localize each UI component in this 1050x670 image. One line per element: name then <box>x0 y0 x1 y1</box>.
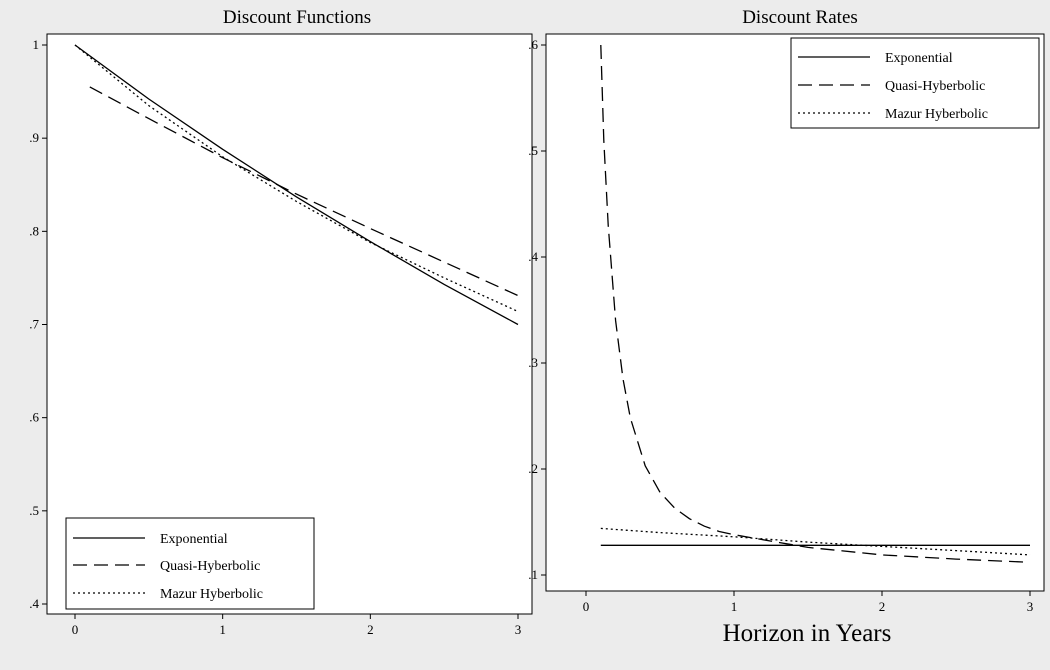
legend-box <box>790 37 1040 129</box>
discount-rates-title: Discount Rates <box>742 7 858 28</box>
series-line-exponential <box>74 44 519 326</box>
y-tick-label: .4 <box>29 596 39 611</box>
legend-box <box>65 517 315 610</box>
series-line-quasi-hyberbolic <box>600 44 1031 563</box>
series-line-mazur-hyberbolic <box>600 527 1031 556</box>
legend-label-quasi-hyberbolic: Quasi-Hyberbolic <box>160 559 260 574</box>
discount-functions-legend: Exponential Quasi-Hyberbolic Mazur Hyber… <box>65 517 315 610</box>
discount-rates-axes: .1 .2 .3 .4 .5 .6 0 1 2 3 <box>528 37 1033 614</box>
discount-rates-lines <box>600 44 1031 563</box>
y-tick-label: .5 <box>528 143 538 158</box>
discount-functions-axes: .4 .5 .6 .7 .8 .9 1 0 1 2 3 <box>29 37 521 637</box>
series-line-quasi-hyberbolic <box>89 86 519 297</box>
x-tick-label: 0 <box>583 599 590 614</box>
series-line-mazur-hyberbolic <box>74 44 519 313</box>
y-tick-label: .4 <box>528 249 538 264</box>
legend-label-mazur-hyberbolic: Mazur Hyberbolic <box>160 587 263 602</box>
y-tick-label: .5 <box>29 503 39 518</box>
discount-functions-lines <box>74 44 519 326</box>
x-tick-label: 2 <box>879 599 886 614</box>
x-tick-label: 1 <box>731 599 738 614</box>
y-tick-label: .9 <box>29 130 39 145</box>
x-tick-label: 2 <box>367 622 374 637</box>
x-tick-label: 3 <box>1027 599 1034 614</box>
legend-label-quasi-hyberbolic: Quasi-Hyberbolic <box>885 79 985 94</box>
discount-functions-plot-area <box>46 33 533 615</box>
x-tick-label: 3 <box>515 622 522 637</box>
y-tick-label: .3 <box>528 355 538 370</box>
y-tick-label: .8 <box>29 223 39 238</box>
y-tick-label: .7 <box>29 317 39 332</box>
discount-functions-panel: Discount Functions .4 .5 .6 .7 .8 .9 1 0 1 2 3 Exp… <box>29 7 533 637</box>
y-tick-label: .6 <box>29 410 39 425</box>
y-tick-label: .6 <box>528 37 538 52</box>
legend-label-mazur-hyberbolic: Mazur Hyberbolic <box>885 107 988 122</box>
legend-label-exponential: Exponential <box>160 532 228 547</box>
y-tick-label: .2 <box>528 461 538 476</box>
discount-rates-xlabel: Horizon in Years <box>723 620 892 647</box>
legend-label-exponential: Exponential <box>885 51 953 66</box>
discount-rates-panel: Discount Rates .1 .2 .3 .4 .5 .6 0 1 2 3 Horizon … <box>528 7 1045 647</box>
y-tick-label: 1 <box>33 37 40 52</box>
y-tick-label: .1 <box>528 567 538 582</box>
discount-rates-legend: Exponential Quasi-Hyberbolic Mazur Hyber… <box>790 37 1040 129</box>
x-tick-label: 0 <box>72 622 79 637</box>
x-tick-label: 1 <box>219 622 226 637</box>
discount-functions-title: Discount Functions <box>223 7 371 28</box>
